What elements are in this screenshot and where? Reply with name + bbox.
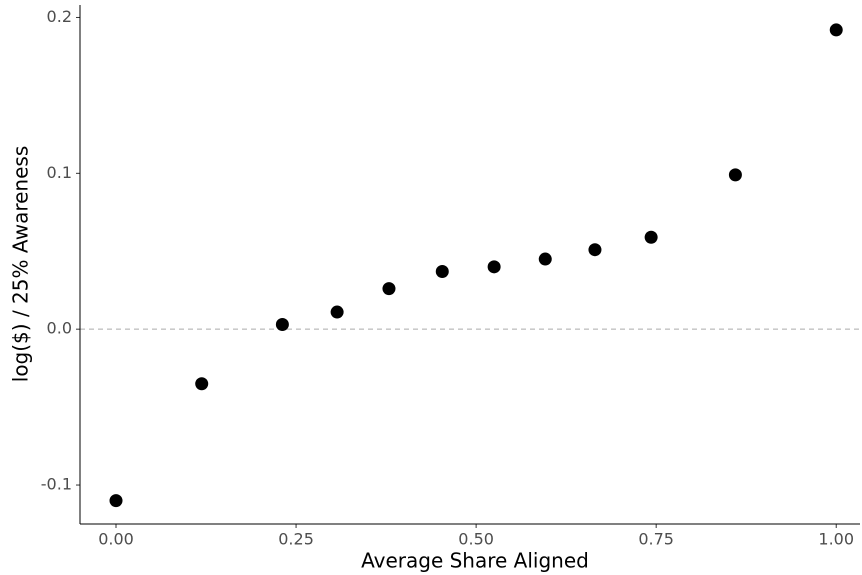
x-tick-label: 0.50 — [458, 530, 494, 549]
y-tick-label: 0.1 — [47, 163, 72, 182]
x-tick-label: 0.75 — [638, 530, 674, 549]
x-axis-title: Average Share Aligned — [361, 549, 589, 573]
point — [275, 318, 289, 332]
y-axis-title: log($) / 25% Awareness — [9, 146, 33, 382]
point — [728, 168, 742, 182]
y-tick-label: 0.2 — [47, 7, 72, 26]
point — [829, 23, 843, 37]
x-tick-label: 0.25 — [278, 530, 314, 549]
point — [644, 230, 658, 244]
point — [538, 252, 552, 266]
point — [109, 494, 123, 508]
y-tick-label: 0.0 — [47, 319, 72, 338]
point — [588, 243, 602, 257]
y-tick-label: -0.1 — [41, 475, 72, 494]
point — [382, 282, 396, 296]
x-tick-label: 0.00 — [98, 530, 134, 549]
point — [330, 305, 344, 319]
point — [435, 265, 449, 279]
point — [195, 377, 209, 391]
point — [487, 260, 501, 274]
x-tick-label: 1.00 — [818, 530, 854, 549]
